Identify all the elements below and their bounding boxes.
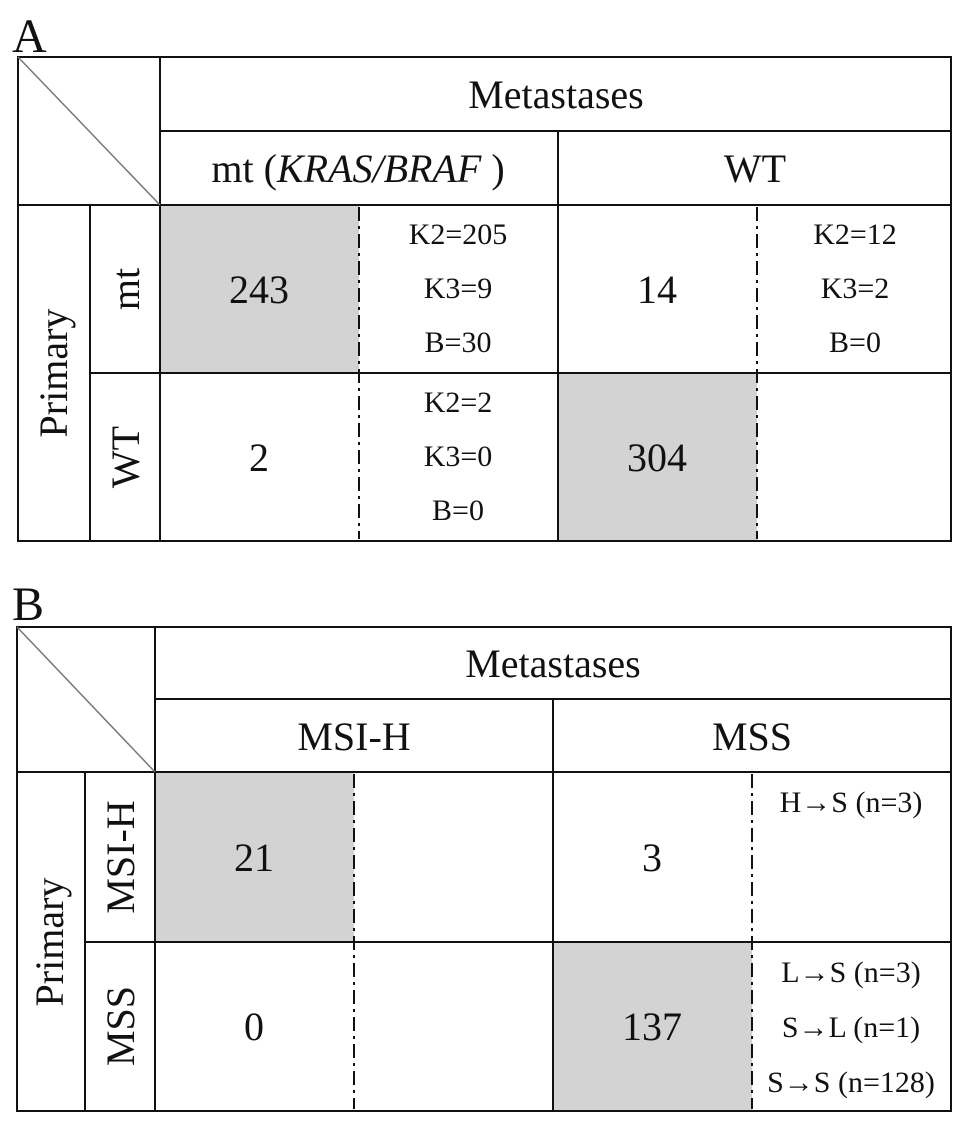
panel-a-detail: B=30 — [425, 326, 492, 359]
shaded-cell-b-msih-msih — [155, 772, 354, 942]
panel-a-col-header-mt: mt (KRAS/BRAF ) — [211, 146, 504, 191]
panel-b-col-header-mss: MSS — [712, 714, 792, 759]
panel-b: B Metastases MSI-H MSS Primary MSI-H MSS… — [12, 578, 952, 1112]
panel-a-dashed-dividers — [358, 207, 758, 539]
panel-b-detail: S→S (n=128) — [767, 1066, 935, 1099]
panel-a-detail: K3=9 — [424, 272, 493, 305]
shaded-cell-b-mss-mss — [553, 942, 752, 1111]
panel-a-detail: K3=2 — [821, 272, 890, 305]
panel-a-grid — [17, 56, 952, 542]
panel-b-detail: L→S (n=3) — [781, 956, 920, 989]
panel-a-primary-header: Primary — [31, 309, 76, 438]
shaded-cell-a-mt-mt — [160, 205, 359, 373]
panel-b-value-msih-msih: 21 — [234, 835, 274, 880]
panel-a-value-wt-wt: 304 — [627, 435, 687, 480]
panel-b-metastases-header: Metastases — [465, 641, 641, 686]
shaded-cell-a-wt-wt — [558, 373, 757, 541]
panel-a: A Metastases mt (KRAS/BRAF ) WT Primary … — [12, 10, 952, 542]
panel-b-row-header-mss: MSS — [98, 986, 143, 1066]
panel-b-row-header-msih: MSI-H — [98, 800, 143, 913]
panel-a-row-header-wt: WT — [103, 426, 148, 488]
panel-a-detail: K2=2 — [424, 386, 493, 419]
panel-a-detail: K3=0 — [424, 440, 493, 473]
panel-a-detail: B=0 — [432, 494, 484, 527]
panel-b-value-mss-msih: 0 — [244, 1004, 264, 1049]
panel-b-value-mss-mss: 137 — [622, 1004, 682, 1049]
panel-a-detail: K2=12 — [813, 218, 897, 251]
panel-b-primary-header: Primary — [27, 878, 72, 1007]
panel-b-col-header-msih: MSI-H — [297, 714, 410, 759]
panel-a-col-header-wt: WT — [724, 146, 786, 191]
panel-b-grid — [16, 626, 952, 1112]
panel-a-detail: K2=205 — [409, 218, 508, 251]
panel-a-value-mt-mt: 243 — [229, 267, 289, 312]
panel-a-row-header-mt: mt — [103, 268, 148, 310]
panel-a-detail: B=0 — [829, 326, 881, 359]
panel-a-value-mt-wt: 14 — [637, 267, 677, 312]
panel-b-dashed-dividers — [353, 774, 753, 1109]
panel-b-detail: H→S (n=3) — [780, 786, 923, 819]
panel-a-metastases-header: Metastases — [468, 72, 644, 117]
panel-b-detail: S→L (n=1) — [782, 1011, 920, 1044]
panel-a-letter: A — [12, 10, 47, 63]
panel-a-value-wt-mt: 2 — [249, 435, 269, 480]
panel-b-value-msih-mss: 3 — [642, 835, 662, 880]
panel-b-letter: B — [12, 578, 44, 631]
